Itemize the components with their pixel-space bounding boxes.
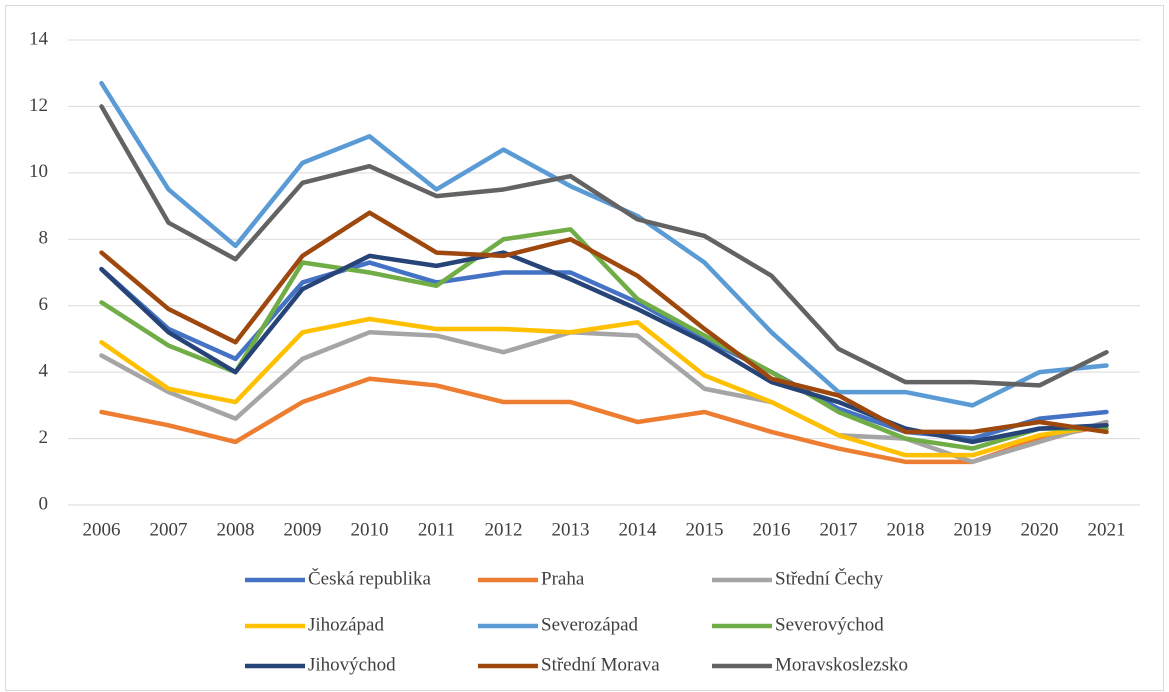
legend-label: Jihovýchod	[308, 654, 396, 675]
y-tick-label: 12	[29, 95, 48, 116]
series-line	[99, 210, 1109, 435]
x-tick-label: 2021	[1088, 519, 1126, 540]
x-tick-label: 2006	[83, 519, 121, 540]
y-tick-label: 14	[29, 28, 49, 49]
y-tick-label: 8	[39, 228, 49, 249]
x-tick-label: 2016	[753, 519, 791, 540]
series-line	[99, 330, 1109, 465]
x-tick-label: 2019	[954, 519, 992, 540]
series-line	[99, 80, 1109, 408]
legend-label: Střední Morava	[541, 654, 660, 675]
legend-label: Česká republika	[308, 567, 432, 589]
x-tick-label: 2007	[150, 519, 188, 540]
x-tick-label: 2012	[485, 519, 523, 540]
y-tick-label: 2	[39, 427, 49, 448]
legend-label: Jihozápad	[308, 614, 384, 635]
y-tick-label: 4	[39, 361, 49, 382]
x-tick-label: 2020	[1021, 519, 1059, 540]
legend-label: Severovýchod	[775, 614, 884, 635]
x-tick-label: 2018	[887, 519, 925, 540]
series-line	[99, 104, 1109, 388]
y-tick-label: 10	[29, 161, 48, 182]
x-tick-label: 2014	[619, 519, 658, 540]
y-tick-label: 6	[39, 294, 49, 315]
series-line	[99, 227, 1109, 451]
x-tick-label: 2013	[552, 519, 590, 540]
y-tick-label: 0	[39, 493, 49, 514]
legend-label: Severozápad	[541, 614, 639, 635]
series-line	[99, 316, 1109, 458]
legend-label: Moravskoslezsko	[775, 654, 908, 675]
x-tick-label: 2015	[686, 519, 724, 540]
x-tick-label: 2010	[351, 519, 389, 540]
x-tick-label: 2011	[418, 519, 455, 540]
x-tick-label: 2008	[217, 519, 255, 540]
legend-label: Střední Čechy	[775, 567, 884, 589]
legend-label: Praha	[541, 568, 585, 589]
x-tick-label: 2017	[820, 519, 858, 540]
x-tick-label: 2009	[284, 519, 322, 540]
series-line	[99, 250, 1109, 445]
series-line	[99, 376, 1109, 465]
